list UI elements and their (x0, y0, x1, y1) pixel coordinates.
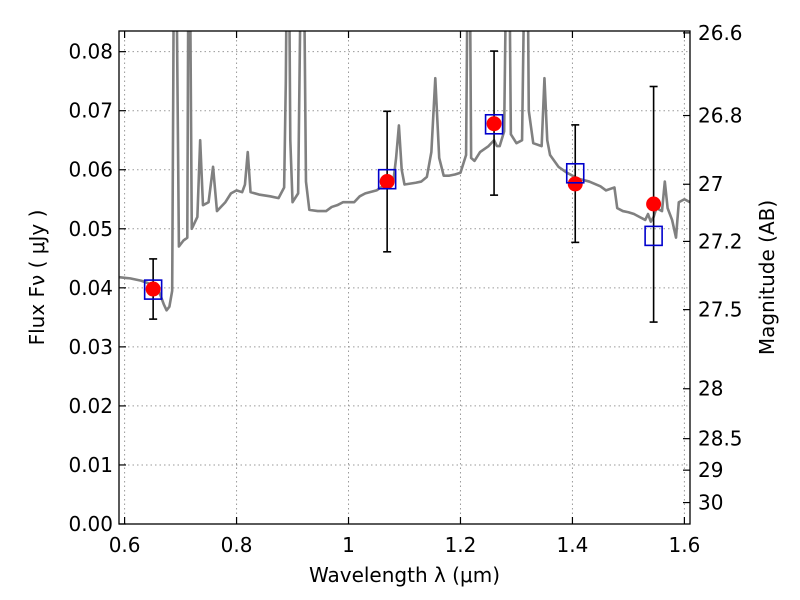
observed-point (646, 196, 662, 212)
observed-point (567, 176, 583, 192)
observed-point (145, 281, 161, 297)
y2-tick-label: 29 (698, 458, 723, 482)
model-point (644, 225, 663, 247)
y-tick-label: 0.06 (68, 158, 113, 182)
y-tick-label: 0.08 (68, 40, 113, 64)
model-point (484, 113, 504, 135)
y2-tick-label: 26.6 (698, 21, 743, 45)
model-point (377, 168, 397, 190)
y-tick-label: 0.05 (68, 217, 113, 241)
y-tick-label: 0.04 (68, 276, 113, 300)
x-tick-label: 1.6 (668, 533, 700, 557)
y2-tick-label: 27 (698, 172, 723, 196)
y2-axis-label: Magnitude (AB) (755, 200, 779, 355)
y-tick-label: 0.00 (68, 512, 113, 536)
x-tick-label: 0.8 (221, 533, 253, 557)
x-tick-label: 1.4 (557, 533, 589, 557)
y2-tick-label: 27.2 (698, 229, 743, 253)
y-axis-label-text: Flux Fν ( μJy ) (25, 210, 49, 346)
model-points (143, 113, 663, 300)
x-tick-label: 1.2 (445, 533, 477, 557)
model-point (565, 162, 585, 184)
y-tick-label: 0.03 (68, 335, 113, 359)
x-tick-label: 1 (342, 533, 355, 557)
plot-frame (118, 30, 691, 525)
observed-point (486, 116, 502, 132)
y-axis-ticks: 0.00 0.01 0.02 0.03 0.04 0.05 0.06 0.07 0.08 (68, 40, 126, 536)
y2-axis-ticks: 26.6 26.8 27 27.2 27.5 28 28.5 29 30 (683, 21, 743, 515)
x-tick-label: 0.6 (109, 533, 141, 557)
y-tick-label: 0.07 (68, 99, 113, 123)
observed-points (145, 116, 662, 297)
x-axis-ticks: 0.6 0.8 1 1.2 1.4 1.6 (109, 31, 700, 557)
x-axis-label: Wavelength λ (μm) (309, 563, 500, 587)
y-tick-label: 0.01 (68, 453, 113, 477)
y2-axis-label-text: Magnitude (AB) (755, 200, 779, 355)
x-axis-label-text: Wavelength λ (μm) (309, 563, 500, 587)
y-tick-label: 0.02 (68, 394, 113, 418)
plot-contents (119, 31, 690, 312)
y2-tick-label: 27.5 (698, 298, 743, 322)
y2-tick-label: 28.5 (698, 427, 743, 451)
y2-tick-label: 28 (698, 377, 723, 401)
y2-tick-label: 26.8 (698, 104, 743, 128)
model-spectrum-line (119, 31, 690, 312)
y2-tick-label: 30 (698, 491, 723, 515)
observed-point (379, 174, 395, 190)
plot-area (119, 31, 690, 524)
y-axis-label: Flux Fν ( μJy ) (25, 210, 49, 346)
model-point (143, 279, 163, 300)
